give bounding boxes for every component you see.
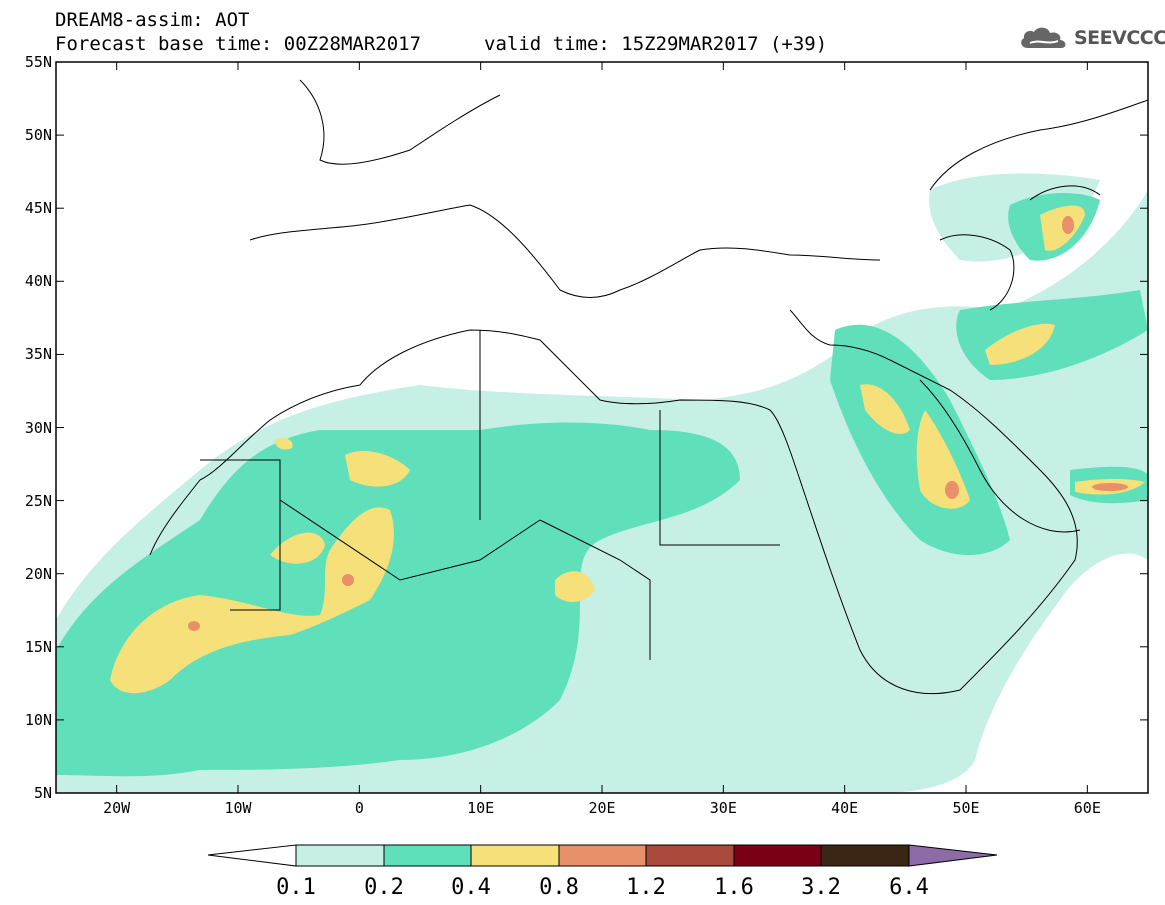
aot-contour-yellow <box>270 532 325 564</box>
colorbar-label: 1.6 <box>714 875 754 900</box>
colorbar-label: 3.2 <box>801 875 841 900</box>
colorbar-swatch <box>470 844 560 867</box>
lon-label: 10E <box>467 799 495 817</box>
aot-contour-yellow <box>345 450 410 487</box>
lat-label: 5N <box>33 784 52 802</box>
colorbar-label: 1.2 <box>626 875 666 900</box>
colorbar-left-arrow <box>207 844 297 867</box>
colorbar-label: 0.2 <box>364 875 404 900</box>
coastline-layer <box>149 79 1149 695</box>
colorbar-label: 0.1 <box>276 875 316 900</box>
lat-label: 15N <box>24 637 52 656</box>
coastline <box>929 99 1149 191</box>
colorbar-swatch <box>645 844 735 867</box>
colorbar-swatch <box>383 844 472 867</box>
title-model: DREAM8-assim: AOT <box>55 9 250 31</box>
colorbar-swatch <box>558 844 647 867</box>
lon-label: 30E <box>709 799 737 817</box>
coastline <box>939 234 1015 311</box>
coastline <box>149 309 1078 695</box>
aot-contour-orange <box>1092 483 1128 491</box>
coastline <box>299 79 501 165</box>
lon-label: 20W <box>103 799 131 817</box>
lat-label: 55N <box>24 53 52 71</box>
aot-contour-yellow <box>555 571 595 602</box>
colorbar-swatch <box>820 844 910 867</box>
country-border <box>539 519 651 660</box>
logo-text: SEEVCCC <box>1074 27 1165 49</box>
cloud-icon <box>1021 27 1066 48</box>
lon-label: 60E <box>1073 799 1101 817</box>
lat-label: 10N <box>24 710 52 729</box>
colorbar-swatch <box>733 844 822 867</box>
colorbar-label: 0.8 <box>539 875 579 900</box>
aot-contour-yellow <box>275 437 293 450</box>
country-border <box>200 459 281 611</box>
lon-label: 40E <box>831 799 859 817</box>
country-border <box>659 410 780 546</box>
colorbar-label: 0.4 <box>451 875 491 900</box>
aot-field-layer <box>56 173 1148 793</box>
coastline <box>919 379 1081 533</box>
aot-contour-yellow <box>985 323 1055 365</box>
lat-label: 20N <box>24 564 52 583</box>
lon-label: 50E <box>952 799 980 817</box>
colorbar-swatch <box>295 844 385 867</box>
title-base-time: Forecast base time: 00Z28MAR2017 <box>55 33 422 55</box>
seevccc-logo: SEEVCCC <box>1018 22 1165 54</box>
lon-label: 10W <box>224 799 252 817</box>
lon-label: 20E <box>588 799 616 817</box>
coastline <box>1029 185 1101 201</box>
lat-label: 25N <box>24 491 52 510</box>
aot-contour-yellow <box>110 507 394 694</box>
aot-contour-orange <box>1062 216 1074 234</box>
lat-label: 30N <box>24 418 52 437</box>
aot-contour-teal <box>56 422 740 777</box>
lat-label: 40N <box>24 272 52 291</box>
country-border <box>279 499 541 581</box>
colorbar-right-arrow <box>908 844 998 867</box>
lat-label: 50N <box>24 126 52 145</box>
aot-contour-orange <box>945 481 959 499</box>
colorbar <box>207 844 998 867</box>
aot-contour-orange <box>342 574 354 586</box>
aot-contour-orange <box>188 621 200 631</box>
aot-contour-yellow <box>860 384 910 434</box>
colorbar-label: 6.4 <box>889 875 929 900</box>
lat-label: 35N <box>24 345 52 364</box>
lat-label: 45N <box>24 199 52 218</box>
lon-label: 0 <box>354 799 364 817</box>
axis-ticks <box>56 61 1148 794</box>
coastline <box>249 204 881 298</box>
title-valid-time: valid time: 15Z29MAR2017 (+39) <box>484 33 828 55</box>
